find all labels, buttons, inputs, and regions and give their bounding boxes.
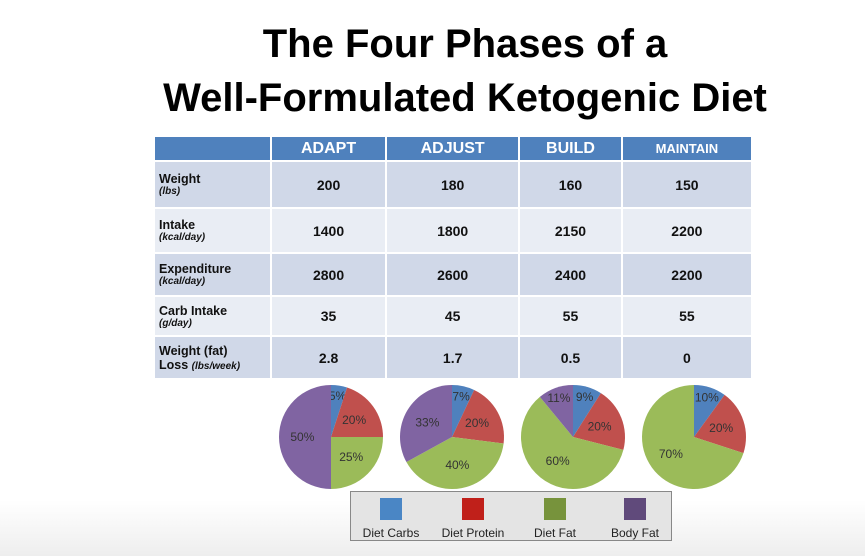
- pie-slice-diet-carbs: [331, 385, 348, 437]
- table-cell: 160: [519, 160, 623, 208]
- table-row: Weight (fat) Loss (lbs/week) 2.8 1.7 0.5 0: [155, 335, 754, 378]
- pie-slice-diet-carbs: [452, 385, 475, 437]
- row-label: Carb Intake (g/day): [155, 295, 272, 336]
- row-label: Weight (fat) Loss (lbs/week): [155, 335, 272, 378]
- table-cell: 45: [386, 295, 521, 336]
- header-maintain: MAINTAIN: [621, 137, 754, 161]
- legend-item-diet-carbs: Diet Carbs: [351, 492, 431, 542]
- phases-table: ADAPT ADJUST BUILD MAINTAIN Weight (lbs) 2…: [155, 137, 754, 378]
- table-cell: 2.8: [271, 335, 388, 378]
- pie-label: 25%: [339, 450, 363, 464]
- pie-slice-body-fat: [279, 385, 331, 489]
- header-adapt: ADAPT: [271, 137, 388, 161]
- legend-label: Diet Fat: [533, 526, 576, 540]
- pie-slice-diet-fat: [406, 437, 504, 489]
- legend-swatch: [544, 498, 566, 520]
- pie-slice-diet-fat: [331, 437, 383, 489]
- pie-label: 20%: [342, 413, 366, 427]
- row-label: Expenditure (kcal/day): [155, 252, 272, 296]
- pie-slice-diet-protein: [331, 387, 383, 437]
- pie-slice-diet-carbs: [694, 385, 725, 437]
- pie-label: 10%: [695, 390, 719, 404]
- pie-label: 20%: [588, 419, 612, 433]
- pie-slice-diet-protein: [452, 389, 505, 444]
- table-cell: 2800: [271, 252, 388, 296]
- legend-label: Diet Protein: [441, 526, 505, 540]
- table-cell: 35: [271, 295, 388, 336]
- slide-title-line1: The Four Phases of a: [262, 22, 668, 66]
- pie-slice-body-fat: [400, 385, 452, 463]
- table-cell: 55: [519, 295, 623, 336]
- table-cell: 2200: [621, 252, 754, 296]
- pie-build: 9% 20% 60% 11%: [521, 385, 625, 489]
- legend: Diet Carbs Diet Protein Diet Fat Body Fa…: [350, 491, 672, 541]
- pie-label: 20%: [709, 421, 733, 435]
- pie-slice-diet-fat: [642, 385, 744, 489]
- table-cell: 2200: [621, 207, 754, 253]
- pie-label: 60%: [546, 454, 570, 468]
- pie-slice-diet-protein: [573, 393, 625, 450]
- pie-label: 7%: [452, 389, 470, 403]
- table-cell: 150: [621, 160, 754, 208]
- legend-item-diet-protein: Diet Protein: [433, 492, 513, 542]
- legend-label: Body Fat: [610, 526, 660, 540]
- pie-slice-diet-protein: [694, 394, 746, 454]
- table-cell: 1400: [271, 207, 388, 253]
- pie-slice-diet-fat: [521, 396, 624, 489]
- header-blank: [155, 137, 272, 161]
- pie-label: 5%: [329, 389, 347, 403]
- legend-label: Diet Carbs: [362, 526, 420, 540]
- pie-label: 40%: [445, 458, 469, 472]
- pie-label: 20%: [465, 416, 489, 430]
- legend-swatch: [380, 498, 402, 520]
- table-cell: 0.5: [519, 335, 623, 378]
- slide-title-line2: Well-Formulated Ketogenic Diet: [163, 76, 767, 120]
- legend-item-body-fat: Body Fat: [595, 492, 675, 542]
- pie-label: 70%: [659, 447, 683, 461]
- table-cell: 180: [386, 160, 521, 208]
- legend-item-diet-fat: Diet Fat: [515, 492, 595, 542]
- pie-adapt: 5% 20% 25% 50%: [279, 385, 383, 489]
- legend-swatch: [462, 498, 484, 520]
- header-adjust: ADJUST: [386, 137, 521, 161]
- row-label: Weight (lbs): [155, 160, 272, 208]
- table-row: Expenditure (kcal/day) 2800 2600 2400 2200: [155, 252, 754, 296]
- pie-maintain: 10% 20% 70%: [642, 385, 746, 489]
- pie-slice-body-fat: [539, 385, 573, 437]
- table-row: Carb Intake (g/day) 35 45 55 55: [155, 295, 754, 336]
- pie-label: 9%: [576, 390, 594, 404]
- table-cell: 1800: [386, 207, 521, 253]
- table-row: Intake (kcal/day) 1400 1800 2150 2200: [155, 207, 754, 253]
- pie-label: 50%: [290, 430, 314, 444]
- table-cell: 2150: [519, 207, 623, 253]
- pie-adjust: 7% 20% 40% 33%: [400, 385, 505, 489]
- header-build: BUILD: [519, 137, 623, 161]
- table-cell: 0: [621, 335, 754, 378]
- pie-label: 33%: [415, 415, 439, 429]
- table-row: Weight (lbs) 200 180 160 150: [155, 160, 754, 208]
- pie-label: 11%: [547, 391, 570, 405]
- legend-swatch: [624, 498, 646, 520]
- table-cell: 55: [621, 295, 754, 336]
- pie-slice-diet-carbs: [573, 385, 601, 437]
- table-cell: 2400: [519, 252, 623, 296]
- table-cell: 200: [271, 160, 388, 208]
- row-label: Intake (kcal/day): [155, 207, 272, 253]
- table-cell: 1.7: [386, 335, 521, 378]
- table-header-row: ADAPT ADJUST BUILD MAINTAIN: [155, 137, 754, 161]
- table-cell: 2600: [386, 252, 521, 296]
